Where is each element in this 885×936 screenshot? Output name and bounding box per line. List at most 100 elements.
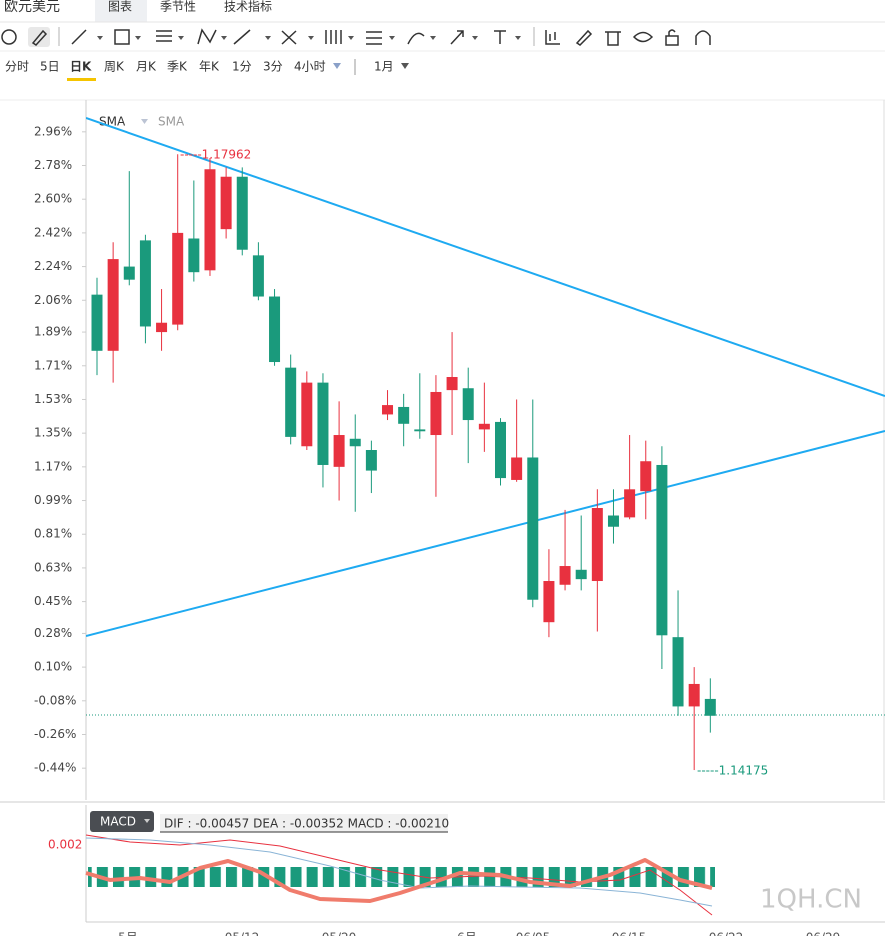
tab[interactable]: 技术指标 [224,0,272,14]
candle-body [607,515,619,527]
tool-icon[interactable] [1,29,17,45]
candle-body [446,377,458,391]
y-tick-label: -0.08% [34,693,76,707]
range-select[interactable]: 1月 [374,60,394,74]
candle-body [543,581,555,623]
candle-body [640,461,652,492]
y-tick-label: 1.89% [34,325,72,339]
y-tick-label: 1.71% [34,358,72,372]
candle-body [252,255,264,297]
trend-line[interactable] [86,430,885,637]
candle-body [156,322,168,333]
tool-icon[interactable] [665,35,679,46]
tool-icon[interactable] [71,29,87,45]
tool-icon[interactable] [31,29,48,46]
tool-icon[interactable] [407,32,425,45]
tab[interactable]: 季节性 [160,0,196,14]
macd-readout: DIF : -0.00457 DEA : -0.00352 MACD : -0.… [164,817,449,831]
tab[interactable]: 图表 [108,0,132,14]
tool-icon[interactable] [632,31,654,43]
tool-icon[interactable] [450,30,464,45]
active-tab-bg [95,0,147,22]
y-tick-label: 0.99% [34,493,72,507]
tool-icon[interactable] [605,31,621,46]
x-tick-label: 5月 [118,931,138,936]
y-tick-label: 0.81% [34,527,72,541]
tool-icon[interactable] [281,30,297,45]
candle-body [91,294,103,351]
y-tick-label: -0.44% [34,761,76,775]
tool-icon[interactable] [114,29,130,45]
low-marker: -----1.14175 [697,764,768,778]
period-option[interactable]: 4小时 [294,60,326,74]
y-tick-label: 0.45% [34,594,72,608]
tool-active[interactable] [28,27,50,47]
candle-body [139,240,151,327]
tool-icon[interactable] [156,30,172,42]
candle-body [172,232,184,325]
period-option[interactable]: 分时 [5,60,29,74]
period-underline [67,78,96,81]
y-tick-label: 2.78% [34,158,72,172]
candle-body [462,388,474,421]
dea-line [85,834,713,916]
y-tick-label: 1.35% [34,426,72,440]
tool-icon[interactable] [325,30,342,44]
tool-icon[interactable] [695,30,711,45]
period-option[interactable]: 月K [136,60,157,74]
tool-icon[interactable] [366,31,382,45]
period-option[interactable]: 3分 [263,60,283,74]
candle-body [204,169,216,271]
tool-icon[interactable] [575,29,593,46]
x-tick-label: 6月 [457,931,477,936]
period-option[interactable]: 季K [167,60,188,74]
candle-body [236,176,248,250]
candle-body [704,698,716,716]
y-tick-label: 0.63% [34,560,72,574]
candle-body [414,429,426,432]
candle-body [349,438,361,447]
period-bar: 分时 5日 日K 周K 月K 季K 年K 1分 3分 4小时 [5,60,326,74]
y-tick-label: -0.26% [34,727,76,741]
period-option[interactable]: 1分 [232,60,252,74]
dropdown-arrow[interactable] [401,63,409,69]
period-option[interactable]: 5日 [40,60,60,74]
legend-item: SMA [158,115,185,129]
indicator-button[interactable] [90,811,154,832]
y-tick-label: 1.53% [34,392,72,406]
y-tick-label: 2.06% [34,293,72,307]
y-tick-label: 0.10% [34,660,72,674]
y-tick-label: 2.60% [34,192,72,206]
candle-body [398,406,410,424]
candle-body [382,405,394,415]
high-marker: -----1.17962 [180,148,251,162]
period-option[interactable]: 年K [199,60,220,74]
tool-icon[interactable] [197,28,217,45]
tool-icon[interactable] [233,29,251,45]
candle-body [220,176,232,230]
x-tick-label: 06/22 [709,931,744,936]
x-tick-label: 05/12 [225,931,260,936]
candle-body [333,435,345,467]
period-option[interactable]: 周K [104,60,125,74]
toolbar [1,27,711,47]
candle-body [478,423,490,430]
candle-body [656,464,668,636]
toolbar-arrows [97,36,521,40]
candle-body [107,259,119,351]
y-tick-label: 2.24% [34,259,72,273]
x-tick-label: 06/29 [806,931,841,936]
y-tick-label: 2.96% [34,124,72,138]
candle-body [430,391,442,436]
candle-body [365,450,377,471]
trend-line[interactable] [86,117,885,397]
candle-body [591,508,603,582]
tool-icon[interactable] [545,30,560,45]
candle-body [511,457,523,480]
period-option[interactable]: 日K [70,60,92,74]
dropdown-arrow[interactable] [333,63,341,69]
candle-body [688,683,700,707]
tool-icon[interactable] [494,30,506,44]
candle-body [527,457,539,600]
